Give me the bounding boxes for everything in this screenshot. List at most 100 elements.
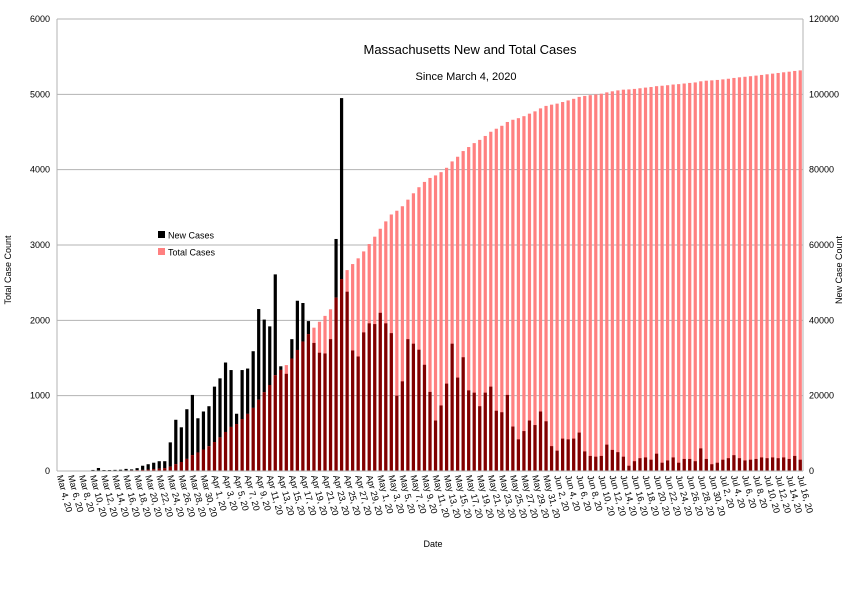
new-cases-bar-overlap — [329, 339, 332, 471]
legend-label-new-cases: New Cases — [168, 231, 215, 241]
right-axis-tick-label: 60000 — [809, 240, 834, 250]
total-cases-bar — [605, 92, 608, 471]
new-cases-bar-overlap — [412, 344, 415, 471]
right-axis-tick-label: 40000 — [809, 315, 834, 325]
new-cases-bar-overlap — [417, 350, 420, 471]
new-cases-bar-overlap — [522, 431, 525, 471]
new-cases-bar — [257, 309, 260, 400]
new-cases-bar-overlap — [600, 456, 603, 471]
new-cases-bar-overlap — [323, 353, 326, 471]
new-cases-bar-overlap — [799, 460, 802, 471]
new-cases-bar-overlap — [340, 279, 343, 471]
total-cases-bar — [633, 89, 636, 471]
new-cases-bar — [340, 98, 343, 279]
new-cases-bar — [169, 442, 172, 466]
new-cases-bar — [163, 461, 166, 468]
right-axis-tick-label: 100000 — [809, 89, 839, 99]
new-cases-bar-overlap — [627, 466, 630, 471]
right-axis-title: New Case Count — [834, 235, 844, 304]
new-cases-bar-overlap — [666, 460, 669, 471]
right-axis-tick-label: 0 — [809, 466, 814, 476]
new-cases-bar — [268, 326, 271, 385]
new-cases-bar-overlap — [346, 292, 349, 471]
new-cases-bar — [119, 470, 122, 471]
new-cases-bar-overlap — [765, 458, 768, 471]
total-cases-bar — [749, 76, 752, 471]
total-cases-bar — [522, 116, 525, 471]
total-cases-bar — [517, 118, 520, 471]
new-cases-bar-overlap — [561, 439, 564, 471]
left-axis-tick-label: 0 — [45, 466, 50, 476]
new-cases-bar-overlap — [782, 457, 785, 471]
new-cases-bar-overlap — [716, 463, 719, 471]
total-cases-bar — [583, 96, 586, 471]
new-cases-bar-overlap — [301, 342, 304, 471]
new-cases-bar — [252, 351, 255, 408]
new-cases-bar-overlap — [578, 433, 581, 471]
new-cases-bar-overlap — [334, 298, 337, 471]
new-cases-bar-overlap — [732, 455, 735, 471]
new-cases-bar-overlap — [213, 442, 216, 471]
new-cases-bar — [307, 321, 310, 334]
new-cases-bar-overlap — [473, 393, 476, 471]
new-cases-bar-overlap — [688, 459, 691, 471]
new-cases-bar — [180, 427, 183, 462]
new-cases-bar — [279, 366, 282, 370]
new-cases-bar-overlap — [555, 451, 558, 471]
new-cases-bar-overlap — [754, 459, 757, 471]
new-cases-bar-overlap — [224, 432, 227, 471]
new-cases-bar — [202, 411, 205, 449]
new-cases-bar-overlap — [644, 457, 647, 471]
new-cases-bar-overlap — [180, 462, 183, 471]
left-axis-tick-label: 5000 — [30, 89, 50, 99]
total-cases-bar — [799, 70, 802, 471]
total-cases-bar — [705, 81, 708, 471]
new-cases-bar-overlap — [550, 446, 553, 471]
new-cases-bar-overlap — [235, 424, 238, 471]
total-cases-bar — [721, 79, 724, 471]
new-cases-bar — [296, 301, 299, 350]
new-cases-bar — [224, 363, 227, 432]
new-cases-bar-overlap — [710, 464, 713, 471]
new-cases-bar — [274, 274, 277, 375]
new-cases-bar-overlap — [683, 459, 686, 471]
total-cases-bar — [600, 94, 603, 471]
new-cases-bar — [141, 466, 144, 470]
total-cases-bar — [771, 74, 774, 471]
legend-swatch-total-cases — [158, 248, 165, 255]
left-axis-tick-label: 6000 — [30, 14, 50, 24]
total-cases-bar — [699, 81, 702, 471]
total-cases-bar — [589, 95, 592, 471]
new-cases-bar-overlap — [379, 313, 382, 471]
new-cases-bar-overlap — [533, 425, 536, 471]
new-cases-bar-overlap — [401, 381, 404, 471]
new-cases-bar-overlap — [528, 421, 531, 471]
new-cases-bar-overlap — [660, 463, 663, 471]
new-cases-bar-overlap — [567, 439, 570, 471]
new-cases-bar-overlap — [318, 353, 321, 471]
new-cases-bar-overlap — [451, 344, 454, 471]
new-cases-bar-overlap — [191, 455, 194, 471]
total-cases-bar — [666, 85, 669, 471]
total-cases-bar — [694, 82, 697, 471]
new-cases-bar-overlap — [351, 350, 354, 471]
new-cases-bar-overlap — [467, 390, 470, 471]
new-cases-bar-overlap — [185, 459, 188, 471]
total-cases-bar — [533, 111, 536, 471]
total-cases-bar — [716, 80, 719, 471]
new-cases-bar-overlap — [749, 460, 752, 471]
total-cases-bar — [561, 102, 564, 471]
new-cases-bar-overlap — [672, 457, 675, 471]
new-cases-bar-overlap — [406, 339, 409, 471]
total-cases-bar — [622, 90, 625, 471]
new-cases-bar-overlap — [439, 405, 442, 471]
new-cases-bar-overlap — [218, 437, 221, 471]
new-cases-bar-overlap — [605, 445, 608, 471]
new-cases-bar-overlap — [572, 439, 575, 471]
new-cases-bar-overlap — [500, 412, 503, 471]
new-cases-bar — [301, 303, 304, 342]
total-cases-bar — [732, 78, 735, 471]
left-axis-tick-label: 3000 — [30, 240, 50, 250]
